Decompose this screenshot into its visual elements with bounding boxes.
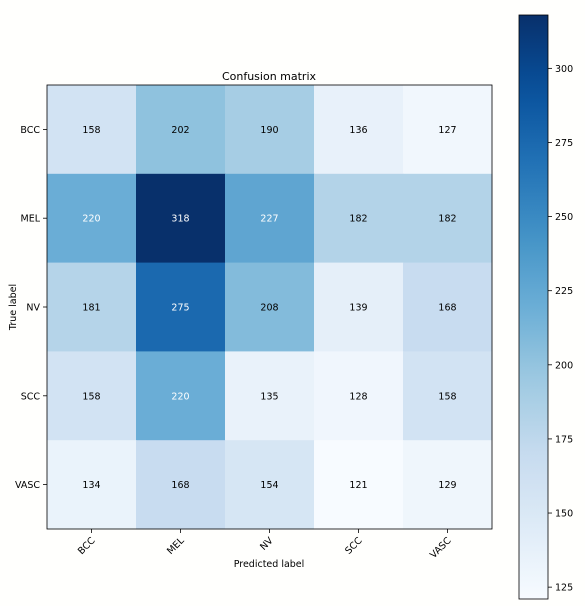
cell-value-label: 182 bbox=[438, 214, 456, 225]
heatmap-cells: 158 202 190 136 127 220 318 227 182 182 181 275 208 1… bbox=[47, 85, 493, 530]
cell-value-label: 181 bbox=[82, 303, 100, 314]
cell-value-label: 154 bbox=[260, 480, 278, 491]
heatmap-cell bbox=[136, 85, 226, 175]
heatmap-cell bbox=[136, 173, 226, 264]
y-tick-label: MEL bbox=[21, 214, 41, 225]
colorbar-tick-label: 275 bbox=[555, 138, 573, 149]
heatmap-cell bbox=[136, 351, 226, 441]
x-axis-label: Predicted label bbox=[234, 559, 305, 570]
cell-value-label: 202 bbox=[171, 125, 189, 136]
heatmap-cell bbox=[225, 173, 315, 264]
colorbar-tick-label: 200 bbox=[555, 360, 573, 371]
cell-value-label: 275 bbox=[171, 303, 189, 314]
colorbar-tick-label: 125 bbox=[555, 583, 573, 594]
cell-value-label: 134 bbox=[82, 480, 100, 491]
y-axis-ticks: BCC MEL NV SCC VASC bbox=[15, 125, 47, 491]
heatmap-cell bbox=[403, 262, 493, 352]
colorbar-tick-label: 150 bbox=[555, 509, 573, 520]
cell-value-label: 220 bbox=[171, 391, 189, 402]
heatmap-cell bbox=[403, 351, 493, 441]
cell-value-label: 220 bbox=[82, 214, 100, 225]
cell-value-label: 136 bbox=[349, 125, 367, 136]
cell-value-label: 129 bbox=[438, 480, 456, 491]
heatmap-cell bbox=[314, 173, 404, 264]
heatmap-cell bbox=[225, 262, 315, 352]
cell-value-label: 168 bbox=[171, 480, 189, 491]
cell-value-label: 121 bbox=[349, 480, 367, 491]
heatmap-cell bbox=[47, 85, 137, 175]
cell-value-label: 168 bbox=[438, 303, 456, 314]
cell-value-label: 158 bbox=[82, 391, 100, 402]
cell-value-label: 158 bbox=[438, 391, 456, 402]
heatmap-cell bbox=[225, 351, 315, 441]
heatmap-cell bbox=[136, 440, 226, 530]
colorbar-tick-label: 175 bbox=[555, 434, 573, 445]
heatmap-cell bbox=[314, 351, 404, 441]
cell-value-label: 135 bbox=[260, 391, 278, 402]
colorbar-tick-label: 300 bbox=[555, 64, 573, 75]
heatmap-cell bbox=[225, 85, 315, 175]
heatmap-cell bbox=[403, 440, 493, 530]
heatmap-cell bbox=[314, 85, 404, 175]
heatmap-cell bbox=[403, 85, 493, 175]
cell-value-label: 227 bbox=[260, 214, 278, 225]
cell-value-label: 190 bbox=[260, 125, 278, 136]
heatmap-cell bbox=[314, 440, 404, 530]
heatmap-cell bbox=[225, 440, 315, 530]
cell-value-label: 182 bbox=[349, 214, 367, 225]
colorbar-ticks: 125 150 175 200 225 250 275 300 bbox=[548, 64, 573, 594]
cell-value-label: 128 bbox=[349, 391, 367, 402]
chart-title: Confusion matrix bbox=[222, 70, 317, 83]
colorbar-tick-label: 250 bbox=[555, 212, 573, 223]
heatmap-cell bbox=[47, 440, 137, 530]
colorbar-tick-label: 225 bbox=[555, 286, 573, 297]
cell-value-label: 139 bbox=[349, 303, 367, 314]
heatmap-cell bbox=[403, 173, 493, 264]
heatmap-cell bbox=[314, 262, 404, 352]
cell-value-label: 127 bbox=[438, 125, 456, 136]
cell-value-label: 208 bbox=[260, 303, 278, 314]
y-tick-label: NV bbox=[26, 303, 40, 314]
y-tick-label: SCC bbox=[21, 391, 41, 402]
colorbar bbox=[518, 14, 549, 600]
y-axis-label: True label bbox=[8, 284, 19, 331]
y-tick-label: VASC bbox=[15, 480, 40, 491]
heatmap-cell bbox=[47, 173, 137, 264]
cell-value-label: 158 bbox=[82, 125, 100, 136]
cell-value-label: 318 bbox=[171, 214, 189, 225]
heatmap-cell bbox=[136, 262, 226, 352]
y-tick-label: BCC bbox=[20, 125, 40, 136]
heatmap-cell bbox=[47, 262, 137, 352]
heatmap-cell bbox=[47, 351, 137, 441]
